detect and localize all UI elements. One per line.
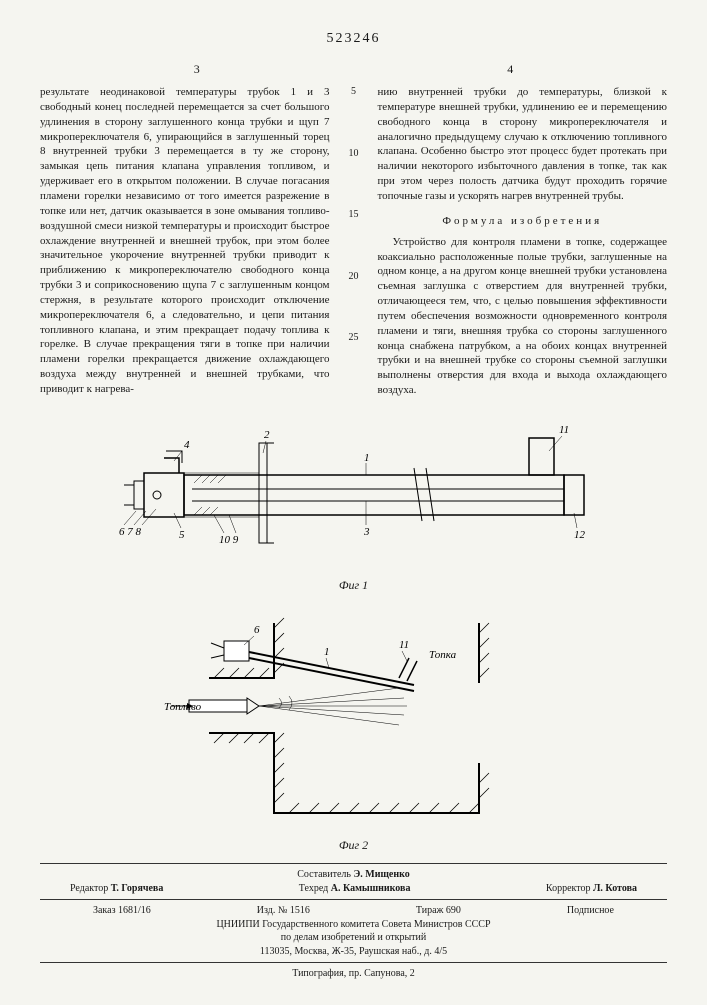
publication-info: Заказ 1681/16 Изд. № 1516 Тираж 690 Подп… [40, 900, 667, 963]
fig2-label-11: 11 [399, 639, 409, 651]
page-number-right: 4 [507, 61, 513, 77]
fig1-caption: Фиг 1 [40, 577, 667, 593]
document-number: 523246 [40, 30, 667, 49]
figure-1: 4 2 1 11 6 7 8 5 10 9 3 12 Фиг 1 [40, 413, 667, 593]
fig2-label-1: 1 [324, 646, 330, 658]
fig1-label-12: 12 [574, 529, 586, 541]
fig1-label-11: 11 [559, 424, 569, 436]
fig1-label-678: 6 7 8 [119, 526, 142, 538]
fig1-label-1: 1 [364, 452, 370, 464]
footer: Типография, пр. Сапунова, 2 [40, 963, 667, 985]
fig2-caption: Фиг 2 [40, 837, 667, 853]
fig1-label-2: 2 [264, 429, 270, 441]
line-numbers: 5 10 15 20 25 [345, 85, 363, 398]
fig2-topka-label: Топка [429, 649, 457, 661]
fig1-label-3: 3 [363, 526, 370, 538]
fig1-label-109: 10 9 [219, 534, 239, 546]
column-left: результате неодинаковой температуры труб… [40, 85, 330, 398]
fig1-label-4: 4 [184, 439, 190, 451]
figure-2: Топливо Топка 6 1 11 Фиг 2 [40, 603, 667, 853]
credits-block: Составитель Э. Мищенко Редактор Т. Горяч… [40, 863, 667, 900]
page-number-left: 3 [194, 61, 200, 77]
fig1-label-5: 5 [179, 529, 185, 541]
claim-text: Устройство для контроля пламени в топке,… [378, 235, 668, 398]
column-right: нию внутренней трубки до температуры, бл… [378, 85, 668, 398]
formula-title: Формула изобретения [378, 214, 668, 229]
fig2-fuel-label: Топливо [164, 701, 202, 713]
fig2-label-6: 6 [254, 624, 260, 636]
